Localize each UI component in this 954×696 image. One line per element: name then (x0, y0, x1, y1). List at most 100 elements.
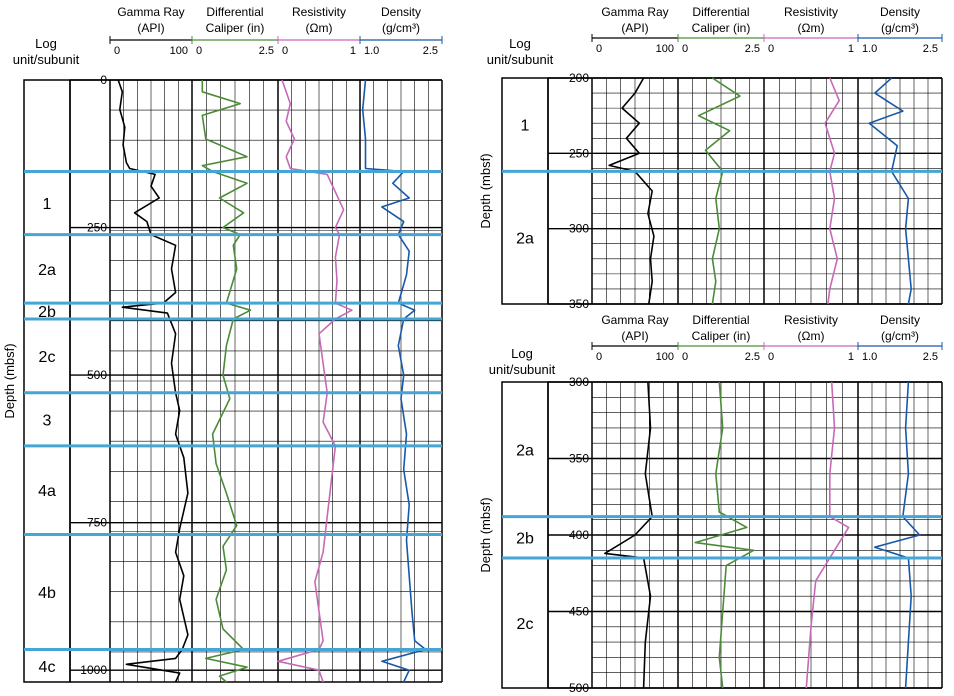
track-header-resistivity-line1: Resistivity (784, 5, 838, 19)
depth-tick-label: 400 (569, 528, 589, 542)
depth-tick-label: 300 (569, 222, 589, 236)
scale-min-label-density: 1.0 (862, 43, 877, 55)
log-unit-label-line2: unit/subunit (13, 52, 80, 67)
curve-density (873, 381, 921, 689)
scale-min-label-gamma: 0 (596, 43, 602, 55)
curve-gamma (117, 79, 189, 683)
track-header-resistivity-line2: (Ωm) (798, 329, 825, 343)
depth-tick-label: 1000 (80, 663, 107, 677)
track-header-density-line1: Density (880, 5, 920, 19)
scale-max-label-resistivity: 1 (848, 351, 854, 363)
depth-axis-label: Depth (mbsf) (478, 497, 493, 572)
scale-max-label-resistivity: 1 (350, 45, 356, 57)
curve-resistivity (824, 77, 841, 305)
scale-min-label-resistivity: 0 (282, 45, 288, 57)
scale-min-label-gamma: 0 (596, 351, 602, 363)
depth-axis-label: Depth (mbsf) (2, 343, 17, 418)
curve-caliper (697, 77, 741, 305)
depth-tick-label: 500 (87, 368, 107, 382)
track-header-caliper-line1: Differential (692, 5, 749, 19)
left-panel-headers: Log unit/subunit (13, 36, 80, 67)
scale-max-label-caliper: 2.5 (745, 43, 760, 55)
depth-tick-label: 0 (100, 73, 107, 87)
scale-max-label-caliper: 2.5 (745, 351, 760, 363)
depth-tick-label: 500 (569, 681, 589, 695)
track-header-resistivity-line1: Resistivity (292, 5, 346, 19)
log-unit-label-line1: Log (509, 36, 531, 51)
unit-label: 4a (38, 483, 56, 500)
track-header-gamma-line1: Gamma Ray (601, 5, 668, 19)
depth-tick-label: 450 (569, 605, 589, 619)
track-header-caliper-line2: Caliper (in) (206, 21, 265, 35)
depth-tick-label: 200 (569, 71, 589, 85)
unit-label: 1 (521, 118, 530, 135)
track-header-density-line2: (g/cm³) (881, 21, 919, 35)
log-unit-label-line1: Log (35, 36, 57, 51)
curve-gamma (604, 381, 654, 689)
track-header-caliper-line2: Caliper (in) (692, 329, 751, 343)
scale-min-label-density: 1.0 (364, 45, 379, 57)
scale-max-label-gamma: 100 (656, 351, 674, 363)
depth-tick-label: 350 (569, 297, 589, 311)
scale-max-label-density: 2.5 (923, 351, 938, 363)
scale-min-label-caliper: 0 (682, 43, 688, 55)
curve-resistivity (805, 381, 850, 689)
depth-axis-label: Depth (mbsf) (478, 153, 493, 228)
depth-tick-label: 750 (87, 516, 107, 530)
curve-gamma (608, 77, 655, 305)
track-header-resistivity-line2: (Ωm) (306, 21, 333, 35)
unit-label: 1 (43, 196, 52, 213)
track-header-resistivity-line1: Resistivity (784, 313, 838, 327)
scale-min-label-gamma: 0 (114, 45, 120, 57)
track-header-density-line2: (g/cm³) (881, 329, 919, 343)
curve-caliper (201, 80, 252, 683)
unit-label: 3 (43, 412, 52, 429)
scale-max-label-caliper: 2.5 (259, 45, 274, 57)
unit-label: 2a (516, 231, 534, 248)
scale-max-label-gamma: 100 (170, 45, 188, 57)
log-unit-label-line1: Log (511, 346, 533, 361)
scale-min-label-caliper: 0 (196, 45, 202, 57)
upper-right-panel-headers: Log unit/subunit (487, 36, 554, 67)
track-header-caliper-line1: Differential (692, 313, 749, 327)
depth-tick-label: 300 (569, 375, 589, 389)
curve-caliper (694, 381, 755, 689)
unit-label: 4b (38, 585, 56, 602)
unit-label: 2c (517, 616, 534, 633)
unit-label: 2a (38, 262, 56, 279)
scale-max-label-gamma: 100 (656, 43, 674, 55)
scale-max-label-density: 2.5 (423, 45, 438, 57)
scale-min-label-resistivity: 0 (768, 43, 774, 55)
unit-label: 2c (39, 349, 56, 366)
unit-label: 2b (516, 530, 534, 547)
lower-right-panel-headers: Log unit/subunit (489, 346, 556, 377)
scale-min-label-caliper: 0 (682, 351, 688, 363)
scale-min-label-density: 1.0 (862, 351, 877, 363)
depth-tick-label: 250 (569, 146, 589, 160)
scale-min-label-resistivity: 0 (768, 351, 774, 363)
track-header-density-line1: Density (381, 5, 421, 19)
log-unit-label-line2: unit/subunit (489, 362, 556, 377)
track-header-gamma-line1: Gamma Ray (117, 5, 184, 19)
track-header-caliper-line2: Caliper (in) (692, 21, 751, 35)
unit-label: 2a (516, 442, 534, 459)
scale-max-label-resistivity: 1 (848, 43, 854, 55)
unit-column (501, 77, 549, 305)
scale-max-label-density: 2.5 (923, 43, 938, 55)
curve-density (868, 77, 913, 305)
track-header-resistivity-line2: (Ωm) (798, 21, 825, 35)
track-header-gamma-line1: Gamma Ray (601, 313, 668, 327)
depth-tick-label: 350 (569, 452, 589, 466)
track-header-gamma-line2: (API) (137, 21, 164, 35)
track-header-density-line1: Density (880, 313, 920, 327)
depth-tick-label: 250 (87, 221, 107, 235)
track-header-caliper-line1: Differential (206, 5, 263, 19)
track-header-gamma-line2: (API) (621, 21, 648, 35)
unit-label: 2b (38, 304, 56, 321)
unit-label: 4c (39, 659, 56, 676)
log-unit-label-line2: unit/subunit (487, 52, 554, 67)
